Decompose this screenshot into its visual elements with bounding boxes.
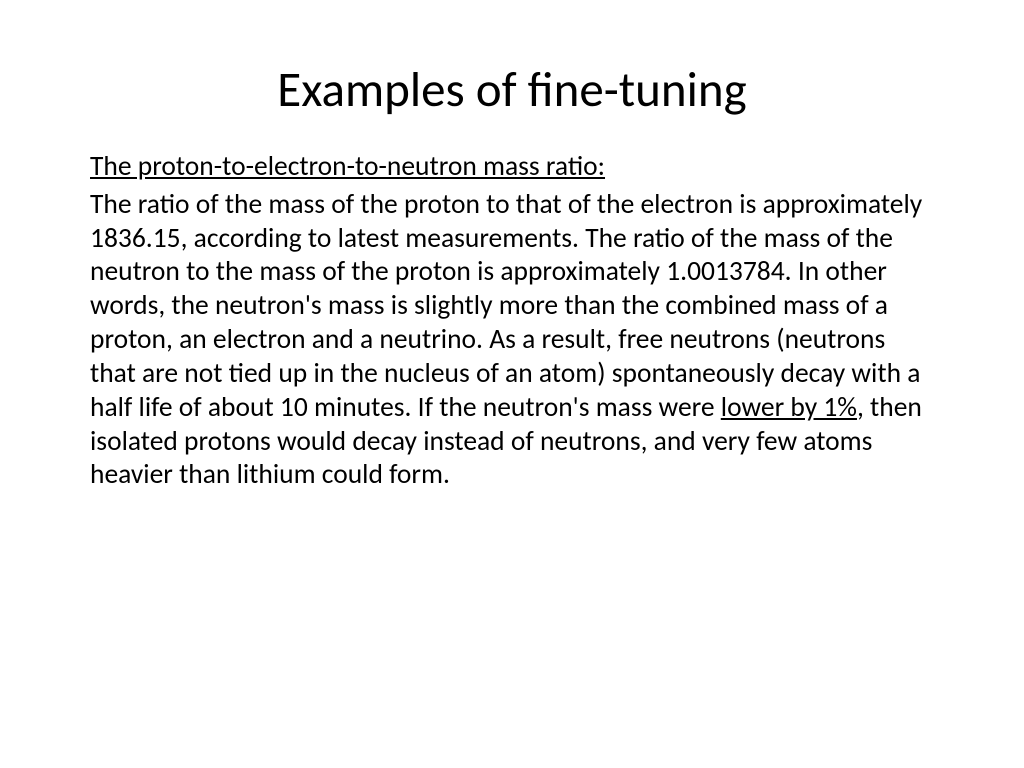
slide-title: Examples of fine-tuning [90,60,934,120]
body-text-underlined: lower by 1% [721,391,857,424]
slide: Examples of fine-tuning The proton-to-el… [0,0,1024,768]
slide-subtitle: The proton-to-electron-to-neutron mass r… [90,150,934,184]
slide-body: The proton-to-electron-to-neutron mass r… [90,150,934,492]
body-text-pre: The ratio of the mass of the proton to t… [90,188,922,424]
